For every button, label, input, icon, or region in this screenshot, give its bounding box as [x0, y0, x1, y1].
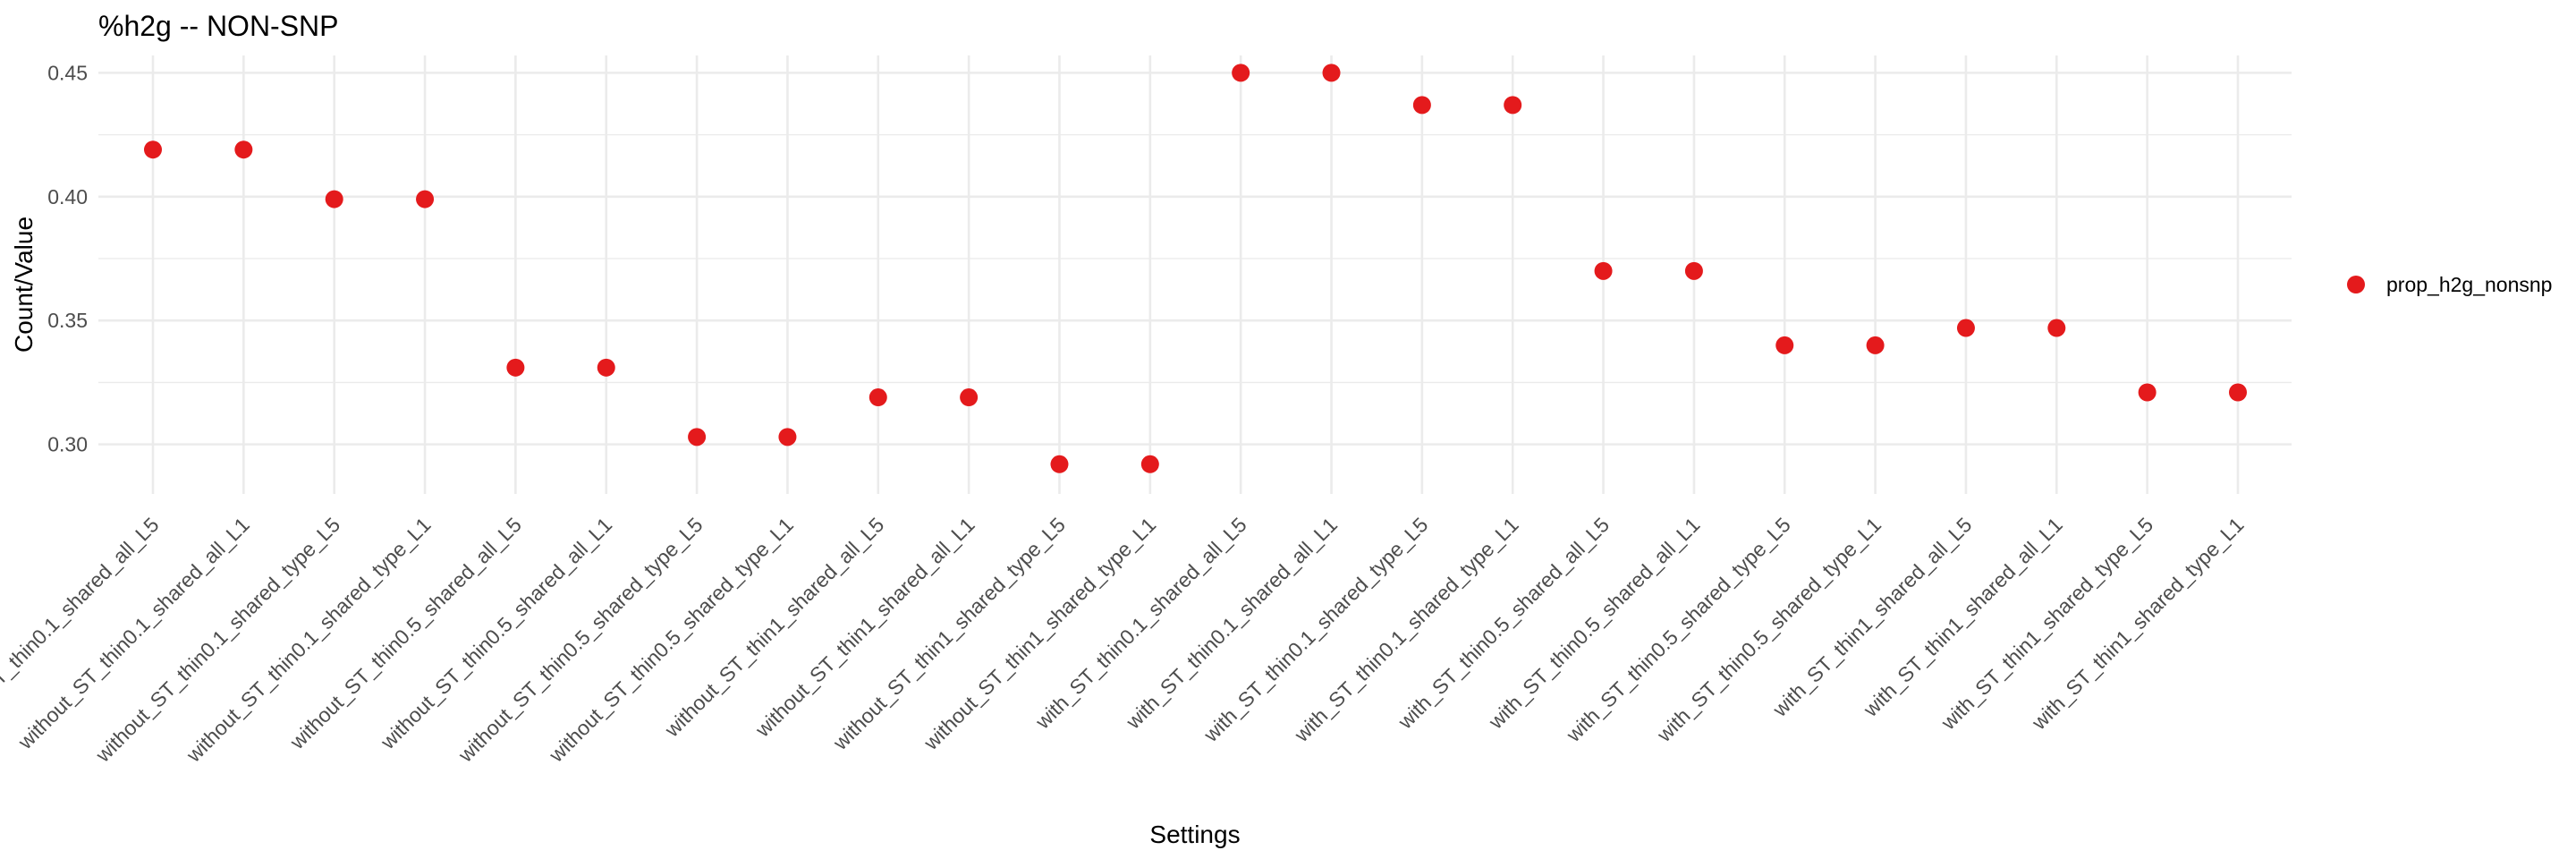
plot-grid	[98, 55, 2292, 494]
chart-title: %h2g -- NON-SNP	[98, 10, 339, 42]
data-point	[1050, 455, 1069, 473]
data-point	[1412, 96, 1431, 115]
data-points	[144, 64, 2247, 473]
data-point	[234, 140, 253, 159]
data-point	[325, 190, 343, 208]
data-point	[1322, 64, 1341, 82]
data-point	[1866, 336, 1885, 354]
data-point	[960, 388, 979, 407]
data-point	[869, 388, 887, 407]
y-axis-ticks: 0.30 0.35 0.40 0.45	[47, 61, 88, 455]
y-tick-label: 0.35	[47, 309, 88, 332]
y-tick-label: 0.45	[47, 61, 88, 84]
data-point	[506, 358, 525, 377]
y-axis-title: Count/Value	[10, 217, 38, 353]
legend: prop_h2g_nonsnp	[2347, 273, 2552, 296]
data-point	[1140, 455, 1159, 473]
y-tick-label: 0.40	[47, 185, 88, 208]
x-axis-ticks: without_ST_thin0.1_shared_all_L5without_…	[0, 513, 2249, 767]
data-point	[144, 140, 162, 159]
data-point	[2229, 383, 2247, 402]
data-point	[1232, 64, 1250, 82]
data-point	[778, 428, 797, 447]
data-point	[597, 358, 615, 377]
data-point	[1775, 336, 1794, 354]
y-tick-label: 0.30	[47, 433, 88, 456]
legend-marker	[2347, 276, 2365, 293]
data-point	[1504, 96, 1522, 115]
data-point	[1956, 319, 1975, 337]
data-point	[416, 190, 435, 208]
x-axis-title: Settings	[1149, 821, 1240, 848]
legend-label: prop_h2g_nonsnp	[2386, 273, 2552, 296]
data-point	[688, 428, 707, 447]
data-point	[2047, 319, 2066, 337]
data-point	[1684, 261, 1703, 280]
data-point	[2138, 383, 2157, 402]
data-point	[1594, 261, 1613, 280]
